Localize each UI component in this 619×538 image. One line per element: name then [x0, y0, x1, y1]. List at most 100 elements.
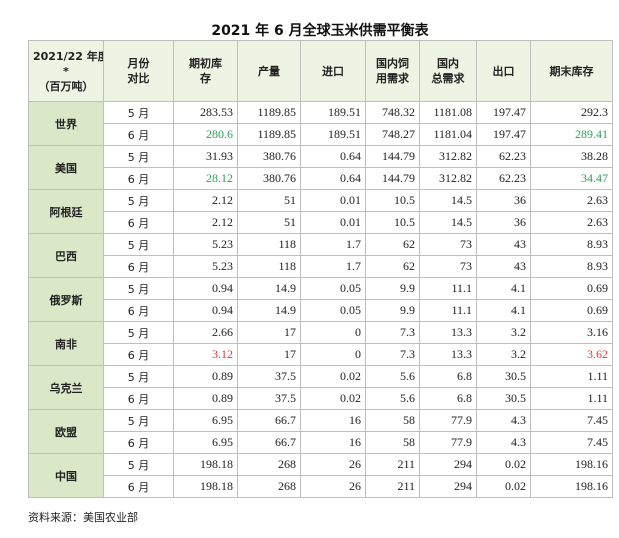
value-cell: 0.94 [173, 277, 238, 300]
month-cell: 6 月 [103, 167, 174, 190]
value-cell: 748.27 [365, 123, 420, 146]
value-cell: 8.93 [530, 255, 613, 278]
value-cell: 37.5 [237, 387, 301, 410]
value-cell: 3.12 [173, 343, 238, 366]
header-line: （百万吨） [38, 79, 94, 93]
value-cell: 3.2 [476, 343, 531, 366]
value-cell: 38.28 [530, 145, 613, 168]
value-cell: 2.12 [173, 189, 238, 212]
value-cell: 1181.04 [419, 123, 477, 146]
value-cell: 0.89 [173, 365, 238, 388]
data-row: 南非 5 月 2.66 17 0 7.3 13.3 3.2 3.16 [28, 321, 613, 366]
value-cell: 198.16 [530, 453, 613, 476]
value-cell: 37.5 [237, 365, 301, 388]
data-row: 6 月 0.94 14.9 0.05 9.9 11.1 4.1 0.69 [29, 299, 613, 322]
column-header: 月份 对比 [103, 40, 174, 102]
data-row: 6 月 5.23 118 1.7 62 73 43 8.93 [29, 255, 613, 278]
value-cell: 198.18 [173, 475, 238, 498]
month-cell: 5 月 [103, 101, 174, 124]
value-cell: 9.9 [365, 299, 420, 322]
value-cell: 16 [300, 431, 366, 454]
value-cell: 62 [365, 255, 420, 278]
country-cell: 乌克兰 [28, 365, 104, 410]
value-cell: 0.05 [300, 299, 366, 322]
column-header: 进口 [300, 40, 366, 102]
month-cell: 5 月 [103, 189, 174, 212]
header-line: 总需求 [431, 72, 465, 85]
value-cell: 66.7 [237, 431, 301, 454]
value-cell: 58 [365, 431, 420, 454]
value-cell: 5.23 [173, 233, 238, 256]
value-cell: 2.66 [173, 321, 238, 344]
source-note: 资料来源：美国农业部 [28, 511, 138, 524]
value-cell: 8.93 [530, 233, 613, 256]
country-cell: 巴西 [28, 233, 104, 278]
value-cell: 380.76 [237, 167, 301, 190]
value-cell: 0.01 [300, 211, 366, 234]
data-row: 6 月 198.18 268 26 211 294 0.02 198.16 [29, 475, 613, 498]
value-cell: 144.79 [365, 167, 420, 190]
value-cell: 0.02 [300, 365, 366, 388]
month-cell: 5 月 [103, 409, 174, 432]
value-cell: 280.6 [173, 123, 238, 146]
data-row: 6 月 28.12 380.76 0.64 144.79 312.82 62.23 34.47 [29, 167, 613, 190]
header-line: 期末库存 [549, 64, 594, 78]
value-cell: 6.8 [419, 387, 477, 410]
value-cell: 6.95 [173, 431, 238, 454]
value-cell: 1.7 [300, 233, 366, 256]
value-cell: 1181.08 [419, 101, 477, 124]
value-cell: 62 [365, 233, 420, 256]
data-row: 阿根廷 5 月 2.12 51 0.01 10.5 14.5 36 2.63 [28, 189, 613, 234]
value-cell: 1.11 [530, 365, 613, 388]
value-cell: 14.5 [419, 189, 477, 212]
value-cell: 312.82 [419, 145, 477, 168]
value-cell: 17 [237, 321, 301, 344]
value-cell: 58 [365, 409, 420, 432]
country-cell: 中国 [28, 453, 104, 498]
value-cell: 118 [237, 255, 301, 278]
value-cell: 268 [237, 453, 301, 476]
value-cell: 0.89 [173, 387, 238, 410]
month-cell: 6 月 [103, 299, 174, 322]
value-cell: 0.05 [300, 277, 366, 300]
value-cell: 0.64 [300, 167, 366, 190]
value-cell: 0.02 [476, 453, 531, 476]
country-cell: 俄罗斯 [28, 277, 104, 322]
month-cell: 5 月 [103, 365, 174, 388]
value-cell: 31.93 [173, 145, 238, 168]
header-line: 国内 [437, 57, 459, 70]
value-cell: 189.51 [300, 123, 366, 146]
value-cell: 34.47 [530, 167, 613, 190]
value-cell: 30.5 [476, 387, 531, 410]
value-cell: 197.47 [476, 123, 531, 146]
value-cell: 62.23 [476, 145, 531, 168]
value-cell: 51 [237, 189, 301, 212]
header-line: 存 [200, 72, 211, 85]
column-header: 产量 [237, 40, 301, 102]
value-cell: 4.3 [476, 431, 531, 454]
value-cell: 36 [476, 211, 531, 234]
data-row: 世界 5 月 283.53 1189.85 189.51 748.32 1181.08 197… [28, 101, 613, 146]
data-row: 俄罗斯 5 月 0.94 14.9 0.05 9.9 11.1 4.1 0.69 [28, 277, 613, 322]
value-cell: 1189.85 [237, 101, 301, 124]
header-line: 对比 [127, 72, 150, 85]
data-row: 欧盟 5 月 6.95 66.7 16 58 77.9 4.3 7.45 [28, 409, 613, 454]
header-row: 2021/22 年度 * （百万吨） 月份 对比 期初库存产量 进口 国内饲 用需求 国内 总需求出… [28, 40, 613, 102]
value-cell: 66.7 [237, 409, 301, 432]
value-cell: 1.7 [300, 255, 366, 278]
month-cell: 6 月 [103, 123, 174, 146]
column-header: 出口 [476, 40, 531, 102]
value-cell: 312.82 [419, 167, 477, 190]
header-line: 用需求 [376, 72, 409, 85]
value-cell: 10.5 [365, 189, 420, 212]
value-cell: 4.1 [476, 299, 531, 322]
value-cell: 14.9 [237, 299, 301, 322]
value-cell: 294 [419, 453, 477, 476]
value-cell: 10.5 [365, 211, 420, 234]
value-cell: 3.62 [530, 343, 613, 366]
value-cell: 198.18 [173, 453, 238, 476]
header-line: 出口 [492, 64, 515, 78]
header-line: 进口 [322, 64, 344, 78]
value-cell: 2.63 [530, 189, 613, 212]
value-cell: 198.16 [530, 475, 613, 498]
